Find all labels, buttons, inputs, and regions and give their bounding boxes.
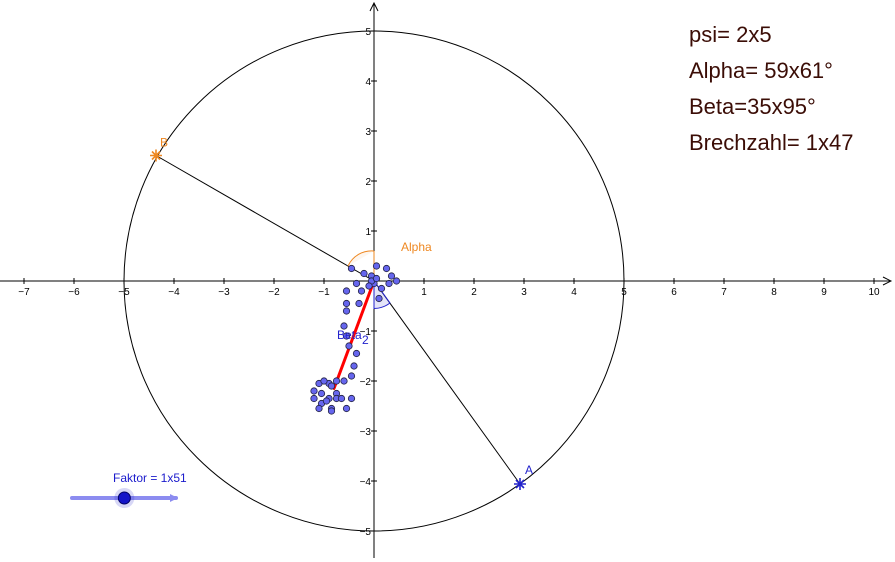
- point-a-label: A: [525, 463, 533, 477]
- unit-circle: [123, 30, 625, 532]
- data-dot[interactable]: [357, 287, 366, 295]
- x-tick-label: −2: [268, 287, 280, 298]
- data-dot[interactable]: [382, 264, 391, 273]
- data-dot[interactable]: [345, 342, 353, 350]
- data-dot[interactable]: [342, 332, 351, 340]
- psi-readout: psi= 2x5: [689, 22, 772, 47]
- data-dot[interactable]: [310, 387, 318, 395]
- x-tick-label: 8: [771, 287, 777, 298]
- data-dot[interactable]: [315, 404, 323, 413]
- data-dot[interactable]: [372, 262, 381, 270]
- data-dot[interactable]: [340, 322, 348, 330]
- y-axis-arrow: [369, 1, 379, 12]
- red-vector: [332, 279, 376, 390]
- data-dot[interactable]: [350, 362, 358, 370]
- data-dot[interactable]: [342, 287, 351, 295]
- data-dot[interactable]: [337, 394, 346, 403]
- data-dot[interactable]: [340, 377, 348, 385]
- y-tick-label: −4: [360, 477, 372, 488]
- slider-track-arrow: [170, 494, 178, 502]
- data-dot[interactable]: [385, 279, 393, 288]
- data-dot[interactable]: [327, 382, 336, 390]
- ray-a: [373, 280, 521, 485]
- beta-subscript: 2: [362, 333, 369, 347]
- y-tick-label: 5: [365, 27, 371, 38]
- y-tick-label: 3: [365, 127, 371, 138]
- x-tick-label: 10: [868, 287, 880, 298]
- data-dot[interactable]: [375, 294, 383, 303]
- data-dot[interactable]: [377, 284, 386, 293]
- x-axis-arrow: [882, 276, 893, 286]
- beta-label: Beta: [337, 328, 362, 342]
- data-dot[interactable]: [327, 407, 336, 415]
- alpha-readout: Alpha= 59x61°: [689, 58, 833, 83]
- y-tick-label: −5: [360, 527, 372, 538]
- slider-label: Faktor = 1x51: [113, 471, 187, 485]
- data-dot[interactable]: [342, 404, 351, 413]
- x-tick-label: −7: [18, 287, 30, 298]
- y-tick-label: −3: [360, 427, 372, 438]
- x-tick-label: 3: [521, 287, 527, 298]
- data-dot[interactable]: [372, 274, 381, 283]
- x-tick-label: 6: [671, 287, 677, 298]
- x-tick-label: −3: [218, 287, 230, 298]
- alpha-arc: [347, 250, 375, 267]
- slider-knob[interactable]: [117, 491, 131, 505]
- y-tick-label: −1: [360, 327, 372, 338]
- point-b-label: B: [160, 136, 168, 150]
- y-tick-label: 1: [365, 227, 371, 238]
- ray-b: [155, 155, 375, 282]
- data-dot[interactable]: [342, 299, 351, 308]
- x-tick-label: −1: [318, 287, 330, 298]
- data-dot[interactable]: [320, 377, 328, 385]
- data-dot[interactable]: [352, 279, 361, 288]
- y-tick-label: 4: [365, 77, 371, 88]
- data-dot[interactable]: [342, 307, 351, 315]
- y-tick-label: 2: [365, 177, 371, 188]
- x-tick-label: 2: [471, 287, 477, 298]
- y-tick-label: −2: [360, 377, 372, 388]
- x-tick-label: 7: [721, 287, 727, 298]
- data-dot[interactable]: [387, 272, 396, 280]
- data-dot[interactable]: [347, 264, 356, 273]
- data-dot[interactable]: [347, 372, 356, 380]
- x-tick-label: −4: [168, 287, 180, 298]
- x-tick-label: 1: [421, 287, 427, 298]
- data-dot[interactable]: [355, 299, 363, 308]
- data-dot[interactable]: [317, 389, 326, 398]
- x-tick-label: −6: [68, 287, 80, 298]
- point-b-marker[interactable]: [150, 149, 162, 162]
- alpha-label: Alpha: [401, 240, 432, 254]
- x-tick-label: 4: [571, 287, 577, 298]
- x-tick-label: 9: [821, 287, 827, 298]
- brechzahl-readout: Brechzahl= 1x47: [689, 130, 854, 155]
- beta-readout: Beta=35x95°: [689, 94, 816, 119]
- data-dot[interactable]: [347, 394, 356, 403]
- point-a-marker[interactable]: [514, 478, 526, 490]
- data-dot[interactable]: [365, 282, 373, 290]
- data-dot[interactable]: [310, 394, 318, 403]
- data-dot[interactable]: [392, 277, 401, 285]
- data-dot[interactable]: [352, 349, 361, 358]
- data-dot[interactable]: [322, 397, 331, 405]
- data-dot[interactable]: [332, 377, 341, 385]
- data-dot[interactable]: [360, 269, 368, 278]
